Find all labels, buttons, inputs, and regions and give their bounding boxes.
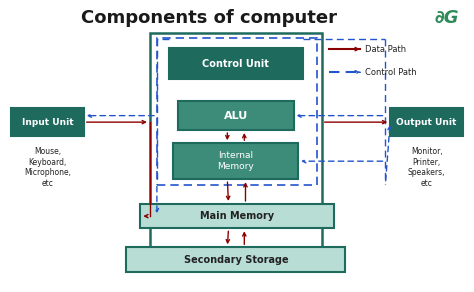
FancyArrowPatch shape xyxy=(244,184,247,201)
Text: Main Memory: Main Memory xyxy=(200,211,274,221)
Text: Control Path: Control Path xyxy=(365,68,417,77)
Text: ALU: ALU xyxy=(224,111,248,121)
FancyBboxPatch shape xyxy=(178,101,293,130)
Text: Secondary Storage: Secondary Storage xyxy=(183,255,288,265)
FancyArrowPatch shape xyxy=(87,121,146,124)
FancyArrowPatch shape xyxy=(226,133,229,139)
FancyArrowPatch shape xyxy=(88,114,154,117)
Text: Output Unit: Output Unit xyxy=(396,118,457,127)
FancyBboxPatch shape xyxy=(11,108,84,136)
FancyArrowPatch shape xyxy=(145,214,148,218)
FancyArrowPatch shape xyxy=(355,71,360,74)
FancyArrowPatch shape xyxy=(243,233,246,244)
Text: Control Unit: Control Unit xyxy=(202,59,269,69)
FancyArrowPatch shape xyxy=(243,134,246,140)
Text: Internal
Memory: Internal Memory xyxy=(218,152,254,171)
FancyBboxPatch shape xyxy=(390,108,463,136)
FancyArrowPatch shape xyxy=(355,47,360,51)
FancyBboxPatch shape xyxy=(150,33,322,265)
Text: ∂G: ∂G xyxy=(435,9,459,27)
FancyArrowPatch shape xyxy=(155,186,159,212)
FancyBboxPatch shape xyxy=(140,204,334,228)
Text: Data Path: Data Path xyxy=(365,45,406,54)
FancyBboxPatch shape xyxy=(126,247,346,272)
FancyArrowPatch shape xyxy=(298,114,383,117)
Text: Input Unit: Input Unit xyxy=(21,118,73,127)
FancyBboxPatch shape xyxy=(173,143,298,179)
FancyArrowPatch shape xyxy=(325,121,386,124)
FancyArrowPatch shape xyxy=(226,231,229,243)
Text: Monitor,
Printer,
Speakers,
etc: Monitor, Printer, Speakers, etc xyxy=(408,147,446,188)
Text: Components of computer: Components of computer xyxy=(81,9,337,27)
Text: Mouse,
Keyboard,
Microphone,
etc: Mouse, Keyboard, Microphone, etc xyxy=(24,147,71,188)
FancyArrowPatch shape xyxy=(386,126,391,181)
FancyBboxPatch shape xyxy=(169,48,303,79)
FancyArrowPatch shape xyxy=(227,182,230,199)
FancyArrowPatch shape xyxy=(302,159,383,163)
